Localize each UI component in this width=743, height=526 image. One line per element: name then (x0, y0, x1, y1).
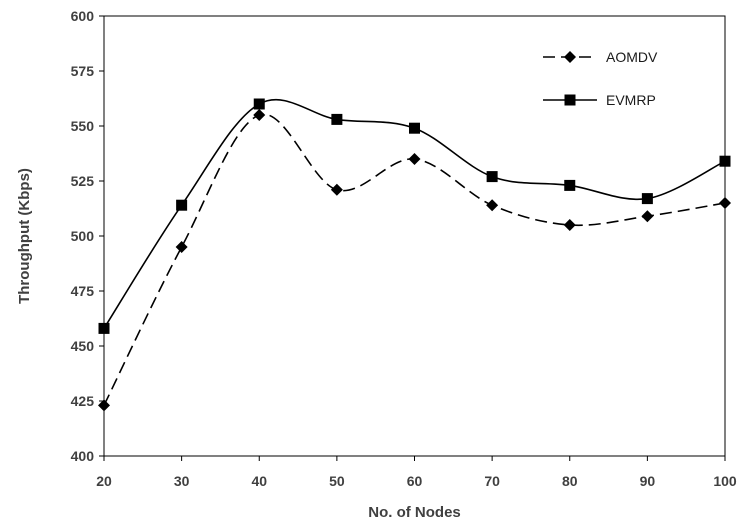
x-tick-label: 40 (251, 473, 267, 489)
y-tick-label: 475 (71, 283, 95, 299)
legend-item-evmrp: EVMRP (543, 92, 656, 108)
x-tick-label: 80 (562, 473, 578, 489)
y-tick-label: 400 (71, 448, 95, 464)
data-point-evmrp (98, 322, 110, 334)
series-line-evmrp (103, 98, 726, 329)
y-tick-label: 550 (71, 118, 95, 134)
x-tick-label: 70 (484, 473, 500, 489)
data-point-aomdv (563, 219, 576, 231)
axes (103, 15, 726, 457)
y-axis-title: Throughput (Kbps) (16, 168, 33, 304)
data-point-evmrp (409, 122, 420, 134)
data-point-aomdv (719, 197, 731, 209)
x-axis-title: No. of Nodes (368, 504, 461, 521)
x-tick-label: 60 (407, 473, 423, 489)
data-point-evmrp (564, 179, 576, 191)
data-point-aomdv (641, 210, 654, 223)
data-point-aomdv (408, 153, 421, 165)
legend-label-evmrp: EVMRP (606, 92, 656, 108)
legend: AOMDV EVMRP (543, 49, 658, 108)
data-point-evmrp (486, 171, 498, 183)
x-tick-label: 100 (713, 473, 737, 489)
data-point-evmrp (253, 98, 265, 110)
data-point-aomdv (253, 109, 266, 121)
x-tick-label: 50 (329, 473, 345, 489)
data-point-evmrp (719, 155, 731, 167)
legend-marker-evmrp (564, 94, 576, 106)
x-tick-label: 30 (174, 473, 190, 489)
plot-area-frame (103, 15, 726, 457)
y-tick-label: 575 (71, 63, 95, 79)
data-point-evmrp (331, 113, 343, 125)
data-point-aomdv (486, 199, 499, 212)
data-point-aomdv (175, 241, 188, 253)
series-line-aomdv (103, 113, 726, 406)
data-point-aomdv (330, 183, 343, 196)
series-evmrp (98, 98, 731, 334)
series-aomdv (98, 109, 731, 412)
data-point-aomdv (98, 399, 110, 412)
legend-item-aomdv: AOMDV (543, 49, 658, 65)
data-point-evmrp (641, 193, 653, 205)
y-tick-label: 600 (71, 8, 95, 24)
legend-label-aomdv: AOMDV (606, 49, 658, 65)
x-tick-label: 20 (96, 473, 112, 489)
y-tick-label: 500 (71, 228, 95, 244)
y-tick-label: 525 (71, 173, 95, 189)
ticks: 400 425 450 475 500 525 550 575 600 20 30 40 50 60 70 8… (71, 8, 737, 489)
y-tick-label: 425 (71, 393, 95, 409)
legend-marker-aomdv (564, 51, 576, 63)
x-tick-label: 90 (640, 473, 656, 489)
series-layer (98, 98, 731, 412)
y-tick-label: 450 (71, 338, 95, 354)
data-point-evmrp (176, 199, 188, 211)
